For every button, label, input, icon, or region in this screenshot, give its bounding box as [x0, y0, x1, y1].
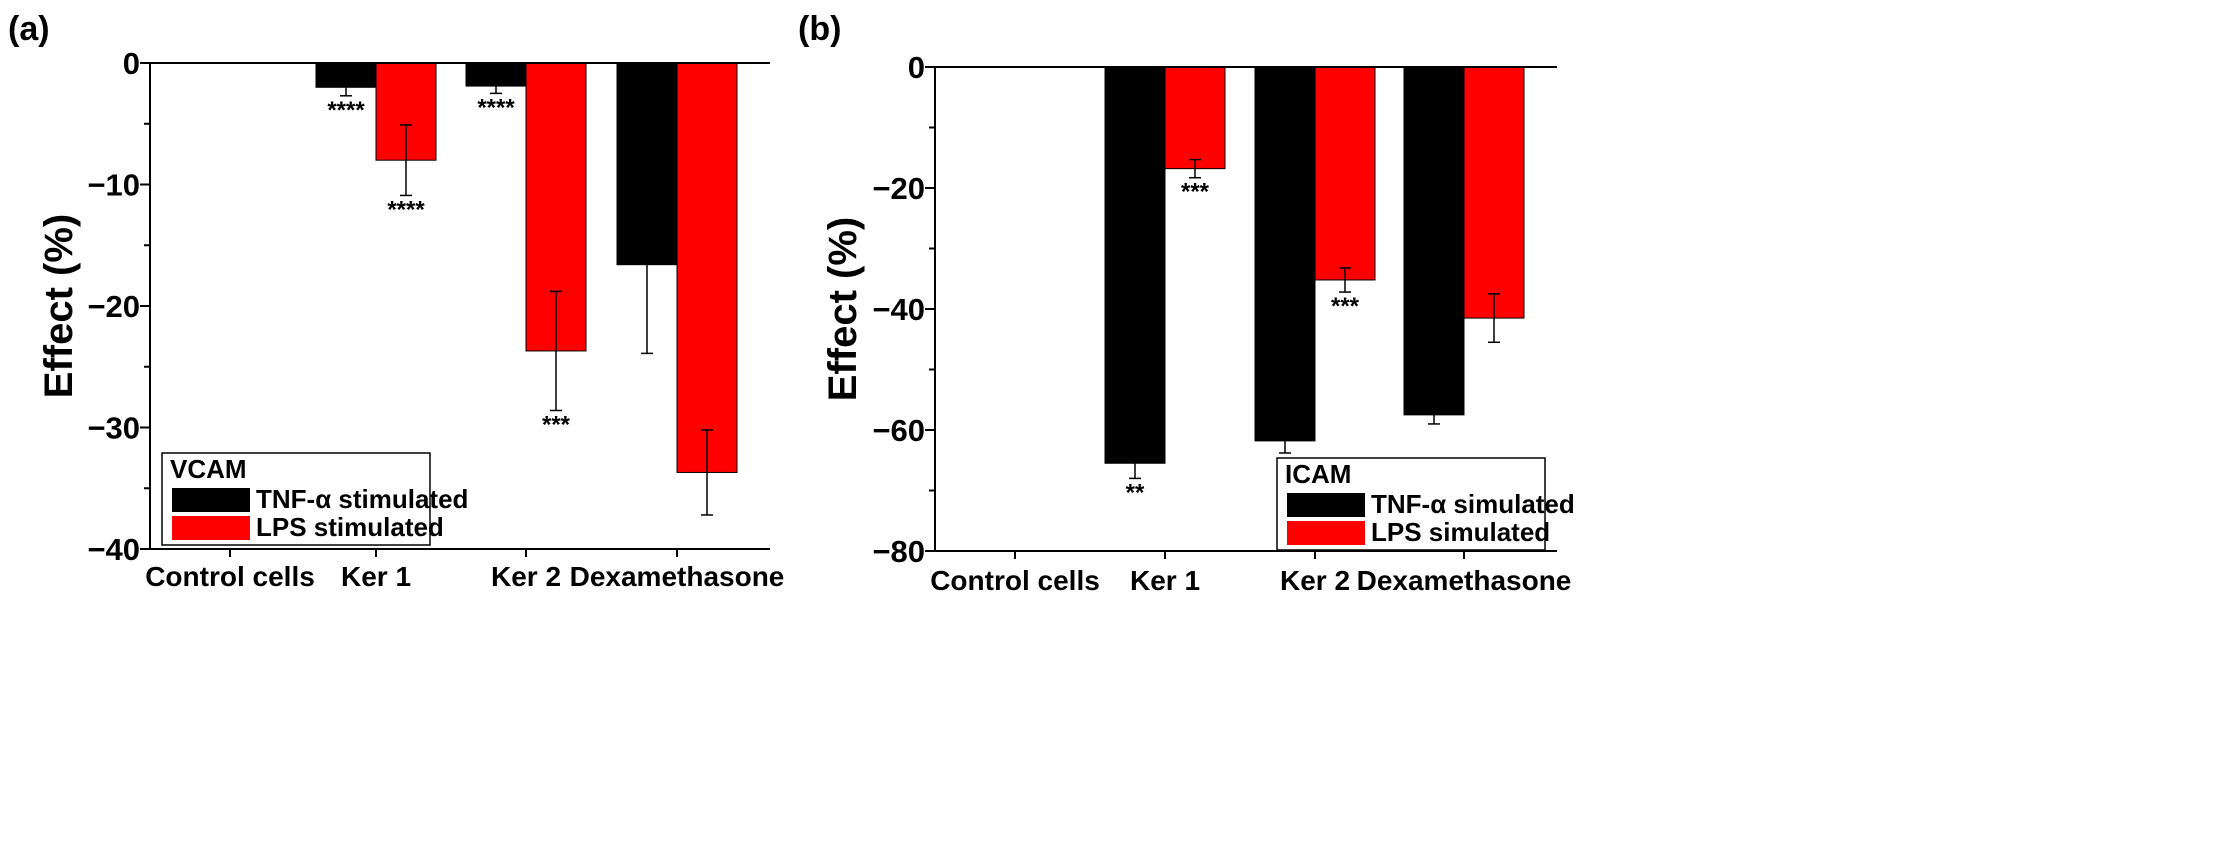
legend-b-entry-tnf: TNF-α simulated: [1371, 489, 1575, 519]
chart-panel-a: (a) Effect (%) 0 −10 −20 −30 −40 Control cel…: [8, 10, 784, 592]
panel-b-legend: ICAM TNF-α simulated LPS simulated: [1276, 457, 1575, 551]
panel-b-ytick-label-0: 0: [908, 50, 925, 85]
panel-a-significance-s1-c1: ****: [387, 196, 425, 223]
panel-b-significance-s1-c2: ***: [1331, 293, 1360, 320]
panel-b-bars: ********: [1104, 66, 1525, 506]
legend-b-title: ICAM: [1285, 459, 1351, 489]
panel-a-x-categories: Control cells Ker 1 Ker 2 Dexamethasone: [145, 549, 784, 592]
panel-b-ytick-label-2: −40: [872, 292, 925, 327]
panel-b-bar-s0-c1: [1104, 66, 1166, 464]
panel-b-axes: [934, 66, 1557, 552]
panel-a-bars: **** ***********: [315, 62, 738, 516]
panel-b-y-axis-label: Effect (%): [821, 217, 865, 401]
panel-a-ytick-label-1: −10: [87, 168, 140, 203]
panel-a-category-label-3: Dexamethasone: [570, 561, 785, 592]
panel-b-ytick-label-3: −60: [872, 413, 925, 448]
panel-a-y-ticks: 0 −10 −20 −30 −40: [87, 46, 150, 567]
legend-a-swatch-lps: [172, 516, 250, 540]
panel-b-y-ticks: 0 −20 −40 −60 −80: [872, 50, 935, 569]
chart-panel-b: (b) Effect (%) 0 −20 −40 −60 −80 Control cel…: [798, 10, 1575, 596]
legend-b-entry-lps: LPS simulated: [1371, 517, 1550, 547]
panel-b-bar-s0-c2: [1254, 66, 1316, 442]
panel-a-axes: [149, 62, 770, 550]
panel-b-ytick-label-4: −80: [872, 534, 925, 569]
panel-a-ytick-label-4: −40: [87, 532, 140, 567]
panel-b-bar-s1-c2: [1314, 66, 1376, 281]
legend-b-swatch-tnf: [1287, 493, 1365, 517]
panel-a-ytick-label-3: −30: [87, 411, 140, 446]
panel-b-bar-s0-c3: [1403, 66, 1465, 416]
panel-a-significance-s1-c2: ***: [542, 411, 571, 438]
panel-b-x-categories: Control cells Ker 1 Ker 2 Dexamethasone: [930, 551, 1571, 596]
panel-a-legend: VCAM TNF-α stimulated LPS stimulated: [161, 452, 468, 546]
panel-a-significance-s0-c1: ****: [327, 97, 365, 124]
panel-a-ytick-label-2: −20: [87, 289, 140, 324]
panel-b-significance-s1-c1: ***: [1181, 179, 1210, 206]
panel-a-category-label-0: Control cells: [145, 561, 315, 592]
panel-a-y-axis-label: Effect (%): [37, 214, 81, 398]
panel-b-category-label-2: Ker 2: [1280, 565, 1350, 596]
legend-a-swatch-tnf: [172, 488, 250, 512]
legend-b-swatch-lps: [1287, 521, 1365, 545]
panel-b-category-label-0: Control cells: [930, 565, 1100, 596]
legend-a-entry-lps: LPS stimulated: [256, 512, 444, 542]
panel-b-category-label-3: Dexamethasone: [1357, 565, 1572, 596]
legend-a-entry-tnf: TNF-α stimulated: [256, 484, 468, 514]
panel-b-category-label-1: Ker 1: [1130, 565, 1200, 596]
panel-a-ytick-label-0: 0: [123, 46, 140, 81]
panel-a-label: (a): [8, 10, 50, 48]
panel-a-category-label-1: Ker 1: [341, 561, 411, 592]
panel-b-bar-s1-c1: [1164, 66, 1226, 170]
legend-a-title: VCAM: [170, 454, 247, 484]
panel-b-bar-s1-c3: [1463, 66, 1525, 319]
panel-b-label: (b): [798, 10, 841, 48]
panel-a-category-label-2: Ker 2: [491, 561, 561, 592]
panel-b-ytick-label-1: −20: [872, 171, 925, 206]
panel-a-significance-s0-c2: ****: [477, 94, 515, 121]
panel-b-significance-s0-c1: **: [1126, 479, 1145, 506]
panel-a-bar-s1-c3: [676, 62, 738, 473]
